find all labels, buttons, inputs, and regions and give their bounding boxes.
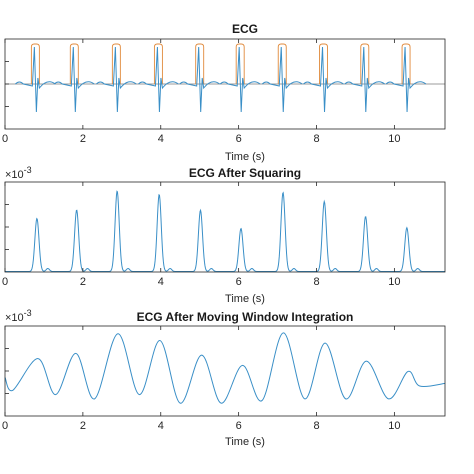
panel-squared-title: ECG After Squaring	[189, 166, 301, 180]
panel-integrated-x-axis-label: Time (s)	[225, 436, 265, 448]
panel-ecg-x-ticks: 0 2 4 6 8 10	[2, 39, 401, 145]
panel-integrated-plot-area	[4, 332, 446, 404]
x-tick-label: 6	[236, 420, 242, 432]
panel-squared-plot-area	[5, 190, 445, 272]
x-tick-label: 2	[80, 420, 86, 432]
panel-integrated: ×10-3 ECG After Moving Window Integratio…	[2, 308, 446, 448]
panel-integrated-x-ticks: 0 2 4 6 8 10	[2, 326, 401, 432]
x-tick-label: 0	[2, 420, 8, 432]
panel-integrated-exponent-label: ×10-3	[5, 308, 32, 324]
panel-integrated-exponent-power: -3	[24, 308, 32, 318]
x-tick-label: 10	[388, 276, 400, 288]
detection-window	[195, 43, 205, 84]
x-tick-label: 8	[313, 276, 319, 288]
panel-squared-exponent-label: ×10-3	[5, 165, 32, 181]
detection-window	[235, 43, 245, 84]
ecg-complex	[179, 46, 220, 113]
detection-window	[277, 43, 287, 84]
panel-integrated-title: ECG After Moving Window Integration	[137, 310, 354, 324]
ecg-complex	[385, 46, 427, 113]
x-tick-label: 0	[2, 276, 8, 288]
panel-squared-frame	[4, 181, 446, 273]
ecg-complex	[15, 46, 56, 113]
x-tick-label: 4	[158, 276, 164, 288]
detection-window	[319, 43, 328, 84]
squared-signal-line	[5, 190, 445, 272]
x-tick-label: 6	[236, 133, 242, 145]
x-tick-label: 2	[80, 276, 86, 288]
x-tick-label: 2	[80, 133, 86, 145]
ecg-complex	[303, 46, 344, 113]
panel-ecg: ECG 0 2 4 6 8 10 Time (s)	[2, 22, 446, 163]
x-tick-label: 10	[388, 133, 400, 145]
detection-window	[153, 43, 163, 84]
x-tick-label: 8	[313, 133, 319, 145]
panel-squared-x-ticks: 0 2 4 6 8 10	[2, 182, 401, 288]
ecg-complex	[53, 46, 95, 113]
detection-window	[30, 43, 40, 84]
panel-squared: ×10-3 ECG After Squaring 0 2 4 6 8 10 Time (s…	[2, 165, 446, 305]
x-tick-label: 4	[158, 420, 164, 432]
panel-squared-x-axis-label: Time (s)	[225, 293, 265, 305]
panel-integrated-exponent-base: ×10	[5, 312, 24, 324]
panel-squared-exponent-power: -3	[24, 165, 32, 175]
panel-ecg-x-axis-label: Time (s)	[225, 151, 265, 163]
detection-window	[111, 43, 121, 84]
x-tick-label: 6	[236, 276, 242, 288]
x-tick-label: 8	[313, 420, 319, 432]
x-tick-label: 0	[2, 133, 8, 145]
panel-squared-exponent-base: ×10	[5, 169, 24, 181]
detection-window	[401, 43, 411, 84]
panel-ecg-title: ECG	[232, 22, 258, 36]
detection-window	[360, 43, 370, 84]
ecg-complex	[96, 46, 137, 113]
x-tick-label: 10	[388, 420, 400, 432]
detection-window	[69, 43, 79, 84]
ecg-complex	[261, 46, 303, 113]
x-tick-label: 4	[158, 133, 164, 145]
panel-ecg-plot-area	[5, 43, 445, 113]
ecg-complex	[344, 46, 386, 113]
ecg-complex	[219, 46, 261, 113]
panel-integrated-frame	[4, 325, 446, 417]
integrated-signal-line	[4, 332, 446, 404]
ecg-complex	[138, 46, 179, 113]
